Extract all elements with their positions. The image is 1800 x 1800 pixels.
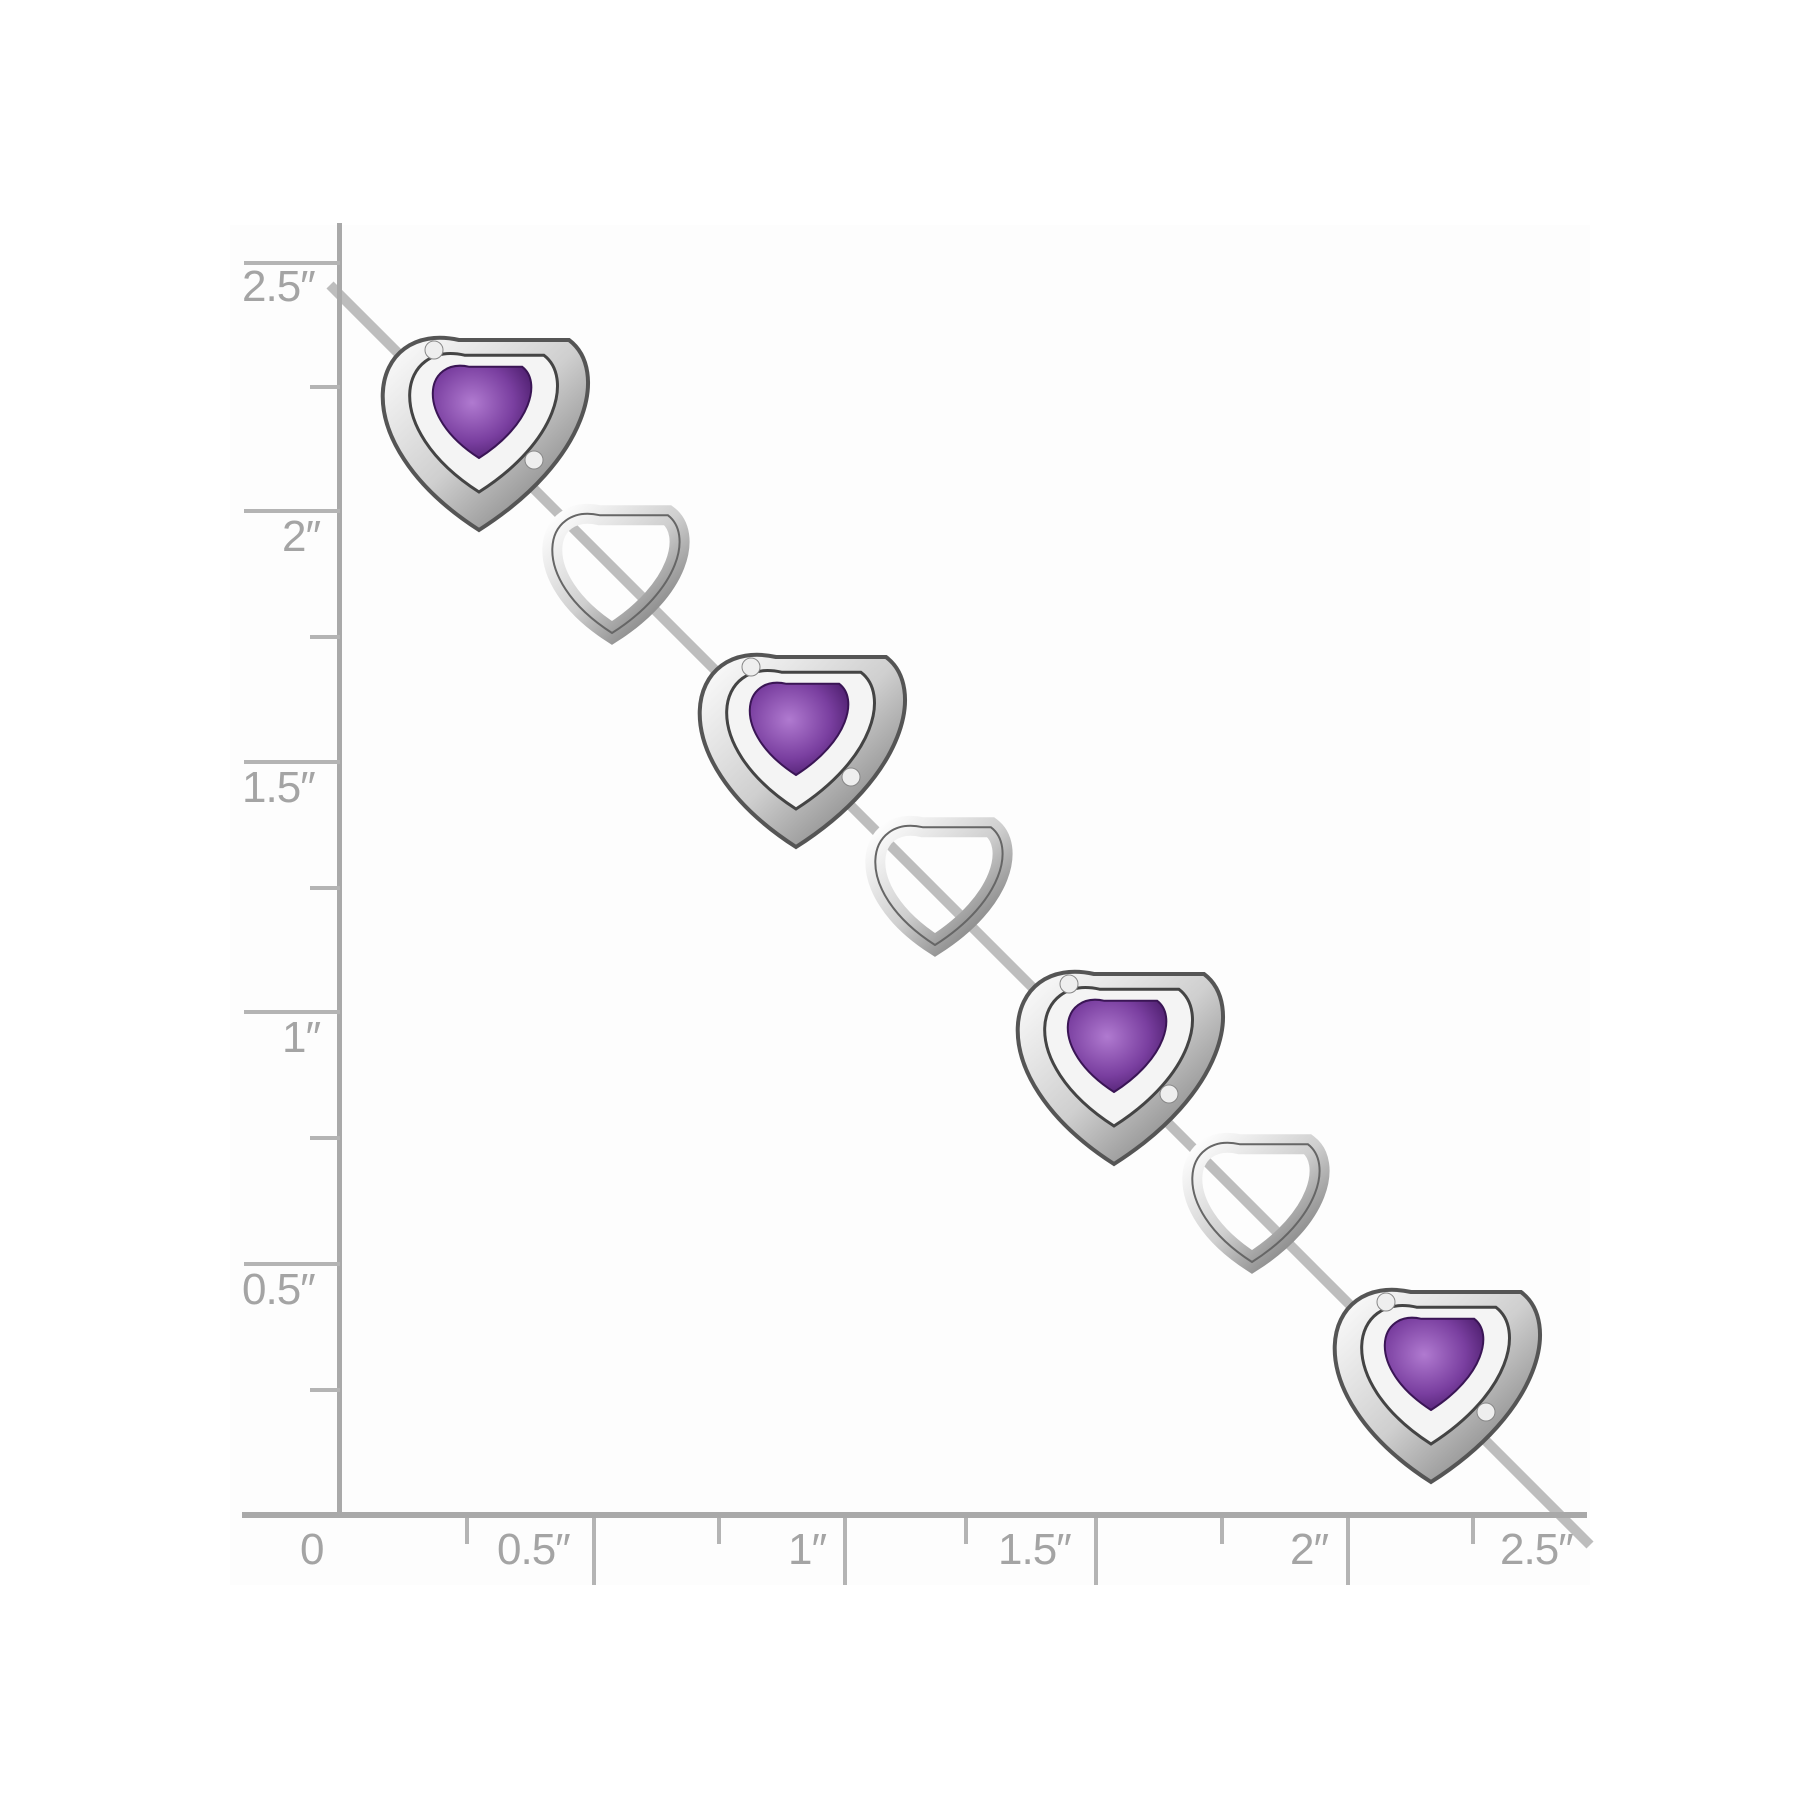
- y-label-2: 2″: [282, 512, 321, 561]
- diamond-accent: [1059, 974, 1079, 994]
- x-label-1: 1″: [788, 1525, 827, 1574]
- y-major-tick: [244, 760, 340, 764]
- x-major-tick: [1346, 1518, 1350, 1585]
- diamond-accent: [424, 340, 444, 360]
- diamond-accent: [1476, 1402, 1496, 1422]
- diamond-accent: [1376, 1292, 1396, 1312]
- y-label-1.5: 1.5″: [242, 763, 316, 812]
- y-major-tick: [244, 1262, 340, 1266]
- diamond-accent: [841, 767, 861, 787]
- y-minor-tick: [310, 1388, 340, 1392]
- x-label-2: 2″: [1290, 1525, 1329, 1574]
- x-major-tick: [1094, 1518, 1098, 1585]
- amethyst-gem: [1383, 1316, 1485, 1412]
- x-minor-tick: [717, 1518, 721, 1544]
- amethyst-gem: [431, 364, 533, 460]
- y-minor-tick: [310, 1136, 340, 1140]
- vertical-ruler-line: [337, 223, 342, 1518]
- x-minor-tick: [964, 1518, 968, 1544]
- x-label-0: 0: [300, 1525, 325, 1574]
- open-heart-link-outline: [874, 824, 1004, 947]
- amethyst-gem: [1066, 998, 1168, 1094]
- open-heart-link-outline: [1191, 1141, 1321, 1264]
- x-label-1.5: 1.5″: [998, 1525, 1072, 1574]
- x-minor-tick: [1471, 1518, 1475, 1544]
- x-minor-tick: [465, 1518, 469, 1544]
- amethyst-gem: [748, 681, 850, 777]
- x-minor-tick: [1220, 1518, 1224, 1544]
- diamond-accent: [1159, 1084, 1179, 1104]
- y-minor-tick: [310, 886, 340, 890]
- y-major-tick: [244, 261, 340, 265]
- x-major-tick: [592, 1518, 596, 1585]
- diamond-accent: [741, 657, 761, 677]
- y-label-1: 1″: [282, 1013, 321, 1062]
- open-heart-link-outline: [551, 512, 681, 635]
- y-label-0.5: 0.5″: [242, 1265, 316, 1314]
- diamond-accent: [524, 450, 544, 470]
- y-minor-tick: [310, 635, 340, 639]
- x-major-tick: [843, 1518, 847, 1585]
- x-label-0.5: 0.5″: [497, 1525, 571, 1574]
- x-label-2.5: 2.5″: [1500, 1525, 1574, 1574]
- y-minor-tick: [310, 385, 340, 389]
- y-major-tick: [244, 1010, 340, 1014]
- y-major-tick: [244, 509, 340, 513]
- y-label-2.5: 2.5″: [242, 262, 316, 311]
- horizontal-ruler-line: [242, 1512, 1587, 1518]
